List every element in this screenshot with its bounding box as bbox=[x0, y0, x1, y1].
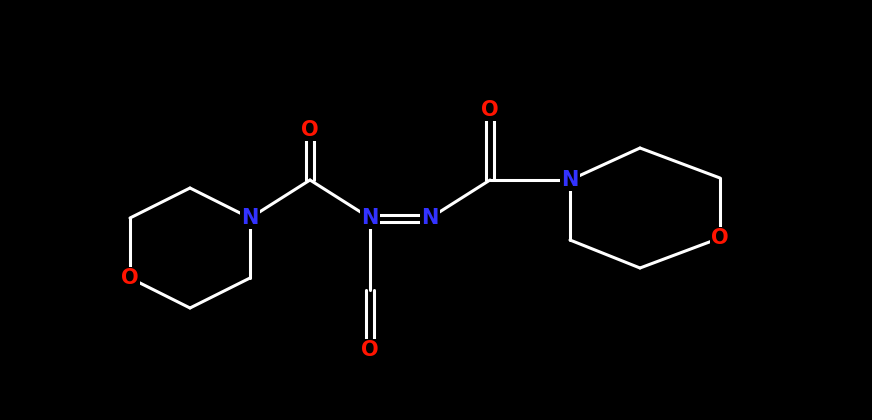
Text: N: N bbox=[361, 208, 378, 228]
Text: O: O bbox=[481, 100, 499, 120]
Text: N: N bbox=[421, 208, 439, 228]
Text: O: O bbox=[712, 228, 729, 248]
Text: O: O bbox=[361, 340, 378, 360]
Text: N: N bbox=[242, 208, 259, 228]
Text: O: O bbox=[121, 268, 139, 288]
Text: O: O bbox=[301, 120, 319, 140]
Text: N: N bbox=[562, 170, 579, 190]
